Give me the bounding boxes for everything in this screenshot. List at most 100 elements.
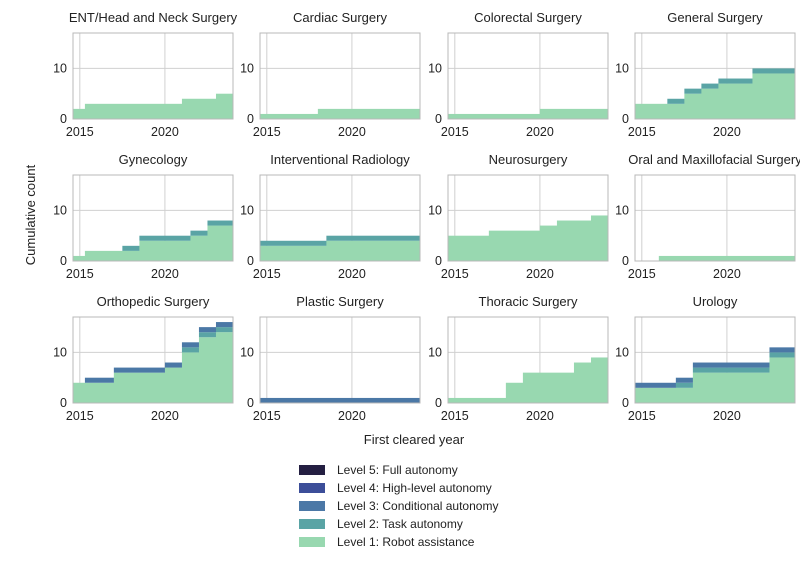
- y-tick-label: 0: [60, 254, 67, 268]
- panel: Colorectal Surgery 0 10 2015 2020: [428, 10, 609, 139]
- y-tick-label: 0: [622, 112, 629, 126]
- y-tick-label: 0: [247, 254, 254, 268]
- y-tick-label: 0: [435, 112, 442, 126]
- level1-area: [73, 108, 86, 119]
- x-tick-label: 2015: [628, 125, 656, 139]
- y-axis-label: Cumulative count: [23, 164, 38, 265]
- level1-area: [769, 73, 796, 119]
- level1-area: [198, 337, 217, 403]
- level1-area: [181, 352, 200, 403]
- panel: General Surgery 0 10 2015 2020: [615, 10, 796, 139]
- y-tick-label: 0: [622, 396, 629, 410]
- level1-area: [113, 372, 166, 403]
- level3-area: [164, 362, 183, 368]
- level1-area: [701, 88, 719, 119]
- legend: Level 5: Full autonomy Level 4: High-leve…: [299, 463, 498, 549]
- panel-frame: [634, 174, 796, 262]
- x-tick-label: 2015: [66, 267, 94, 281]
- level2-area: [718, 78, 753, 84]
- level1-area: [590, 357, 609, 403]
- level1-area: [326, 240, 421, 261]
- level3-area: [198, 327, 217, 333]
- y-tick-label: 10: [615, 203, 629, 217]
- level1-area: [635, 387, 677, 403]
- level2-area: [326, 235, 421, 241]
- level2-area: [769, 68, 796, 74]
- panel: Oral and Maxillofacial Surgery 0 10 2015 202…: [615, 152, 800, 281]
- x-tick-label: 2015: [441, 125, 469, 139]
- x-tick-label: 2015: [441, 267, 469, 281]
- x-tick-label: 2020: [526, 409, 554, 423]
- x-tick-label: 2020: [151, 267, 179, 281]
- panel-frame: [259, 174, 421, 262]
- x-tick-label: 2020: [526, 267, 554, 281]
- y-tick-label: 0: [435, 396, 442, 410]
- panel-title: General Surgery: [667, 10, 763, 25]
- level2-area: [139, 235, 191, 241]
- level1-area: [207, 225, 234, 261]
- y-tick-label: 10: [53, 61, 67, 75]
- level1-area: [215, 93, 234, 119]
- panel: Gynecology 0 10 2015 2020: [53, 152, 234, 281]
- level1-area: [718, 83, 753, 119]
- level1-area: [122, 250, 140, 261]
- panel-title: Neurosurgery: [489, 152, 568, 167]
- panel-title: ENT/Head and Neck Surgery: [69, 10, 238, 25]
- x-tick-label: 2015: [628, 409, 656, 423]
- y-tick-label: 0: [622, 254, 629, 268]
- level1-area: [448, 397, 507, 403]
- x-tick-label: 2020: [526, 125, 554, 139]
- x-tick-label: 2015: [66, 409, 94, 423]
- level2-area: [207, 220, 234, 226]
- legend-swatch: [299, 519, 325, 529]
- x-tick-label: 2015: [253, 125, 281, 139]
- y-tick-label: 10: [615, 345, 629, 359]
- y-tick-label: 10: [240, 345, 254, 359]
- legend-label: Level 5: Full autonomy: [337, 463, 458, 477]
- level2-area: [675, 382, 694, 388]
- level1-area: [190, 235, 208, 261]
- level3-area: [113, 367, 166, 373]
- legend-label: Level 4: High-level autonomy: [337, 481, 492, 495]
- level3-area: [635, 382, 677, 388]
- panel-title: Cardiac Surgery: [293, 10, 387, 25]
- x-tick-label: 2020: [151, 409, 179, 423]
- panel-title: Plastic Surgery: [296, 294, 384, 309]
- panel-title: Oral and Maxillofacial Surgery: [628, 152, 800, 167]
- y-tick-label: 10: [428, 203, 442, 217]
- level1-area: [522, 372, 575, 403]
- level3-area: [769, 347, 796, 353]
- y-tick-label: 10: [428, 61, 442, 75]
- panel: Neurosurgery 0 10 2015 2020: [428, 152, 609, 281]
- level1-area: [215, 332, 234, 403]
- legend-swatch: [299, 483, 325, 493]
- legend-label: Level 1: Robot assistance: [337, 535, 475, 549]
- level1-area: [317, 108, 421, 119]
- panel-frame: [447, 174, 609, 262]
- level3-area: [692, 362, 770, 368]
- panel-frame: [634, 32, 796, 120]
- level3-area: [675, 377, 694, 383]
- level2-area: [667, 98, 685, 104]
- level1-area: [181, 98, 217, 119]
- panel: Interventional Radiology 0 10 2015 2020: [240, 152, 421, 281]
- level2-area: [198, 332, 217, 338]
- level1-area: [556, 220, 592, 261]
- y-tick-label: 10: [428, 345, 442, 359]
- y-tick-label: 0: [247, 112, 254, 126]
- level3-area: [181, 342, 200, 348]
- x-tick-label: 2015: [253, 409, 281, 423]
- panel-frame: [634, 316, 796, 404]
- legend-swatch: [299, 501, 325, 511]
- level1-area: [573, 362, 592, 403]
- level2-area: [684, 88, 702, 94]
- level2-area: [181, 347, 200, 353]
- level2-area: [692, 367, 770, 373]
- panel-title: Gynecology: [119, 152, 188, 167]
- legend-swatch: [299, 537, 325, 547]
- x-tick-label: 2015: [628, 267, 656, 281]
- x-tick-label: 2020: [713, 267, 741, 281]
- level1-area: [139, 240, 191, 261]
- y-tick-label: 10: [615, 61, 629, 75]
- panel: Plastic Surgery 0 10 2015 2020: [240, 294, 421, 423]
